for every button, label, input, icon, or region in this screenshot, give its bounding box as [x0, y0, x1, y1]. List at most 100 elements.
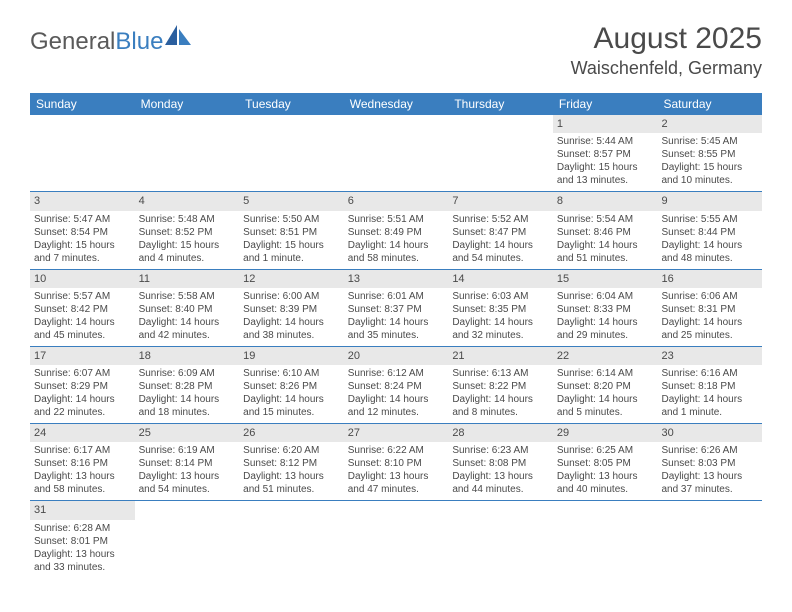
detail-line: and 25 minutes. [661, 329, 758, 342]
detail-line: Sunset: 8:12 PM [243, 457, 340, 470]
day-number: 9 [657, 192, 762, 210]
detail-line: Sunrise: 6:14 AM [557, 367, 654, 380]
day-details: Sunrise: 6:04 AMSunset: 8:33 PMDaylight:… [553, 288, 658, 346]
detail-line: Sunrise: 6:03 AM [452, 290, 549, 303]
calendar-cell: 14Sunrise: 6:03 AMSunset: 8:35 PMDayligh… [448, 270, 553, 346]
day-details: Sunrise: 6:09 AMSunset: 8:28 PMDaylight:… [135, 365, 240, 423]
detail-line: Daylight: 15 hours [243, 239, 340, 252]
calendar-cell: 20Sunrise: 6:12 AMSunset: 8:24 PMDayligh… [344, 347, 449, 423]
detail-line: Sunset: 8:18 PM [661, 380, 758, 393]
detail-line: Daylight: 13 hours [557, 470, 654, 483]
day-details: Sunrise: 6:12 AMSunset: 8:24 PMDaylight:… [344, 365, 449, 423]
day-number: 8 [553, 192, 658, 210]
day-number: 19 [239, 347, 344, 365]
detail-line: Sunset: 8:35 PM [452, 303, 549, 316]
detail-line: Sunrise: 6:01 AM [348, 290, 445, 303]
detail-line: and 13 minutes. [557, 174, 654, 187]
day-number: 21 [448, 347, 553, 365]
detail-line: Sunrise: 6:13 AM [452, 367, 549, 380]
calendar-cell: 21Sunrise: 6:13 AMSunset: 8:22 PMDayligh… [448, 347, 553, 423]
detail-line: Sunrise: 6:20 AM [243, 444, 340, 457]
day-number: 25 [135, 424, 240, 442]
day-number: 2 [657, 115, 762, 133]
day-details: Sunrise: 6:25 AMSunset: 8:05 PMDaylight:… [553, 442, 658, 500]
calendar-cell: 13Sunrise: 6:01 AMSunset: 8:37 PMDayligh… [344, 270, 449, 346]
detail-line: Sunrise: 5:50 AM [243, 213, 340, 226]
dayname-thu: Thursday [448, 93, 553, 115]
calendar-cell: 2Sunrise: 5:45 AMSunset: 8:55 PMDaylight… [657, 115, 762, 191]
week-row: 31Sunrise: 6:28 AMSunset: 8:01 PMDayligh… [30, 501, 762, 577]
calendar-cell: 4Sunrise: 5:48 AMSunset: 8:52 PMDaylight… [135, 192, 240, 268]
detail-line: Sunrise: 5:52 AM [452, 213, 549, 226]
calendar-cell [135, 115, 240, 191]
detail-line: Daylight: 14 hours [452, 393, 549, 406]
detail-line: Daylight: 14 hours [34, 393, 131, 406]
dayname-mon: Monday [135, 93, 240, 115]
detail-line: Daylight: 15 hours [139, 239, 236, 252]
day-details: Sunrise: 6:26 AMSunset: 8:03 PMDaylight:… [657, 442, 762, 500]
detail-line: Daylight: 14 hours [557, 393, 654, 406]
day-details: Sunrise: 6:19 AMSunset: 8:14 PMDaylight:… [135, 442, 240, 500]
day-number: 20 [344, 347, 449, 365]
day-details: Sunrise: 6:28 AMSunset: 8:01 PMDaylight:… [30, 520, 135, 578]
detail-line: Sunset: 8:52 PM [139, 226, 236, 239]
calendar-cell [448, 501, 553, 577]
detail-line: Daylight: 14 hours [139, 393, 236, 406]
detail-line: Sunset: 8:40 PM [139, 303, 236, 316]
detail-line: Daylight: 14 hours [557, 239, 654, 252]
day-number: 17 [30, 347, 135, 365]
calendar-cell: 12Sunrise: 6:00 AMSunset: 8:39 PMDayligh… [239, 270, 344, 346]
calendar-cell: 18Sunrise: 6:09 AMSunset: 8:28 PMDayligh… [135, 347, 240, 423]
detail-line: Sunset: 8:10 PM [348, 457, 445, 470]
detail-line: and 8 minutes. [452, 406, 549, 419]
logo-general: General [30, 28, 115, 55]
detail-line: Daylight: 15 hours [34, 239, 131, 252]
day-number: 30 [657, 424, 762, 442]
detail-line: Sunrise: 6:19 AM [139, 444, 236, 457]
calendar-cell: 31Sunrise: 6:28 AMSunset: 8:01 PMDayligh… [30, 501, 135, 577]
calendar-cell: 9Sunrise: 5:55 AMSunset: 8:44 PMDaylight… [657, 192, 762, 268]
calendar-cell [448, 115, 553, 191]
detail-line: and 1 minute. [243, 252, 340, 265]
calendar-cell [344, 115, 449, 191]
detail-line: and 48 minutes. [661, 252, 758, 265]
detail-line: Daylight: 14 hours [661, 316, 758, 329]
detail-line: Sunrise: 6:12 AM [348, 367, 445, 380]
detail-line: and 15 minutes. [243, 406, 340, 419]
calendar-cell [553, 501, 658, 577]
detail-line: Sunrise: 5:44 AM [557, 135, 654, 148]
day-number: 11 [135, 270, 240, 288]
detail-line: Sunset: 8:39 PM [243, 303, 340, 316]
detail-line: Sunrise: 5:48 AM [139, 213, 236, 226]
day-number: 29 [553, 424, 658, 442]
detail-line: Sunrise: 5:54 AM [557, 213, 654, 226]
detail-line: Sunrise: 6:22 AM [348, 444, 445, 457]
detail-line: and 51 minutes. [557, 252, 654, 265]
calendar-cell: 1Sunrise: 5:44 AMSunset: 8:57 PMDaylight… [553, 115, 658, 191]
detail-line: Sunrise: 5:47 AM [34, 213, 131, 226]
week-row: 3Sunrise: 5:47 AMSunset: 8:54 PMDaylight… [30, 192, 762, 269]
day-number: 24 [30, 424, 135, 442]
detail-line: Sunset: 8:28 PM [139, 380, 236, 393]
day-number: 23 [657, 347, 762, 365]
day-number: 22 [553, 347, 658, 365]
detail-line: Daylight: 15 hours [557, 161, 654, 174]
detail-line: Sunset: 8:55 PM [661, 148, 758, 161]
calendar-cell: 19Sunrise: 6:10 AMSunset: 8:26 PMDayligh… [239, 347, 344, 423]
detail-line: Sunset: 8:44 PM [661, 226, 758, 239]
detail-line: and 42 minutes. [139, 329, 236, 342]
detail-line: Daylight: 14 hours [348, 393, 445, 406]
detail-line: and 32 minutes. [452, 329, 549, 342]
calendar-cell: 17Sunrise: 6:07 AMSunset: 8:29 PMDayligh… [30, 347, 135, 423]
day-details: Sunrise: 6:10 AMSunset: 8:26 PMDaylight:… [239, 365, 344, 423]
detail-line: Sunrise: 5:51 AM [348, 213, 445, 226]
detail-line: and 10 minutes. [661, 174, 758, 187]
detail-line: and 33 minutes. [34, 561, 131, 574]
detail-line: Sunset: 8:14 PM [139, 457, 236, 470]
detail-line: Sunset: 8:24 PM [348, 380, 445, 393]
day-details: Sunrise: 5:51 AMSunset: 8:49 PMDaylight:… [344, 211, 449, 269]
detail-line: and 38 minutes. [243, 329, 340, 342]
detail-line: Daylight: 13 hours [348, 470, 445, 483]
detail-line: and 1 minute. [661, 406, 758, 419]
calendar-cell: 26Sunrise: 6:20 AMSunset: 8:12 PMDayligh… [239, 424, 344, 500]
